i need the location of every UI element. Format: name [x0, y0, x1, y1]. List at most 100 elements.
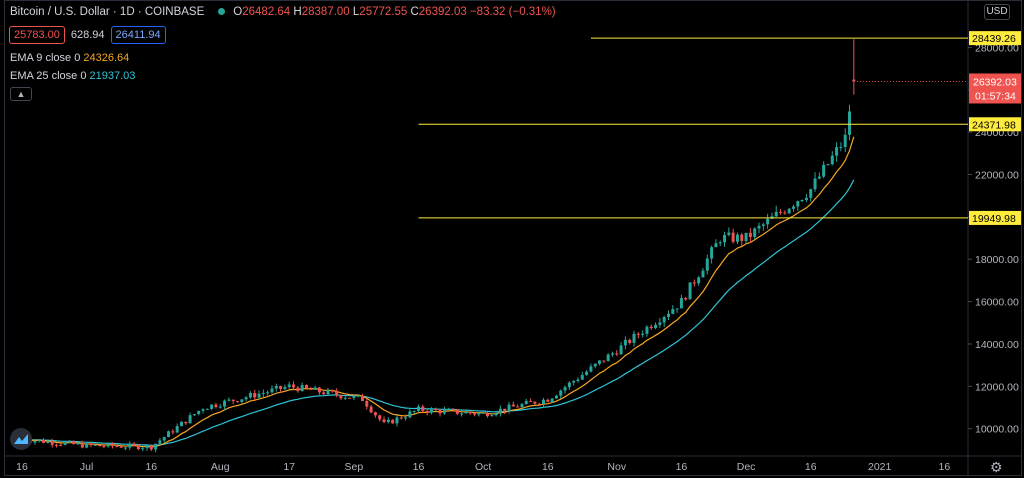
level-price-label: 19949.98 — [972, 213, 1016, 225]
candle-body — [115, 446, 119, 448]
symbol-legend: Bitcoin / U.S. Dollar · 1D · COINBASE O26… — [10, 6, 556, 18]
candle-body — [335, 391, 339, 396]
candle-body — [757, 225, 761, 229]
candle-body — [171, 431, 175, 433]
candle-body — [735, 234, 739, 242]
candle-body — [481, 412, 485, 414]
time-tick-label: 16 — [938, 461, 950, 473]
time-tick-label: Aug — [211, 461, 230, 473]
candle-body — [149, 445, 153, 450]
price-tick-label: 16000.00 — [975, 297, 1019, 309]
candle-body — [240, 399, 244, 402]
ema25-line — [21, 179, 855, 446]
candle-body — [296, 387, 300, 392]
candle-body — [455, 409, 459, 414]
candle-body — [744, 232, 748, 241]
candle-body — [80, 443, 84, 448]
candle-body — [37, 440, 41, 442]
candle-body — [54, 444, 58, 446]
candle-body — [162, 437, 166, 441]
candle-body — [774, 211, 778, 217]
candle-body — [800, 199, 804, 202]
time-tick-label: 16 — [413, 461, 425, 473]
currency-button[interactable]: USD — [984, 4, 1010, 20]
candle-body — [494, 413, 498, 416]
countdown-label: 01:57:34 — [975, 90, 1016, 102]
buy-price-button[interactable]: 26411.94 — [110, 26, 166, 44]
candle-body — [404, 417, 408, 419]
sell-price-button[interactable]: 25783.00 — [9, 26, 65, 44]
candle-body — [662, 316, 666, 323]
candle-body — [123, 447, 127, 449]
candle-body — [537, 403, 541, 405]
candle-body — [261, 392, 265, 394]
candle-body — [835, 147, 839, 156]
candle-body — [667, 313, 670, 317]
tradingview-logo-icon[interactable] — [10, 428, 32, 450]
candle-body — [218, 406, 222, 408]
candle-body — [214, 404, 218, 407]
gear-icon[interactable]: ⚙ — [990, 459, 1003, 475]
candle-body — [378, 415, 382, 420]
candle-body — [111, 443, 115, 447]
level-price-tag — [969, 31, 1021, 46]
candle-body — [658, 322, 662, 325]
candle-body — [511, 404, 515, 407]
candle-body — [503, 408, 507, 412]
candle-body — [192, 414, 196, 416]
candle-body — [645, 326, 649, 334]
symbol-title[interactable]: Bitcoin / U.S. Dollar · 1D · COINBASE — [10, 6, 205, 18]
candle-body — [352, 395, 356, 398]
level-price-tag — [969, 210, 1021, 225]
candle-body — [542, 399, 546, 405]
candle-body — [369, 406, 373, 413]
candle-body — [520, 404, 524, 408]
price-tick-label: 22000.00 — [975, 170, 1019, 182]
candle-body — [498, 408, 502, 414]
candle-body — [188, 415, 192, 424]
candle-body — [464, 411, 468, 414]
candle-body — [649, 326, 653, 329]
candle-body — [817, 176, 821, 179]
time-tick-label: 16 — [145, 461, 157, 473]
level-price-tag — [969, 117, 1021, 132]
candle-body — [529, 400, 533, 402]
time-tick-label: 16 — [805, 461, 817, 473]
candle-body — [231, 399, 235, 402]
candle-body — [50, 441, 54, 445]
candle-body — [408, 411, 412, 418]
candle-body — [809, 189, 813, 198]
candle-body — [154, 443, 158, 450]
candle-body — [524, 400, 528, 405]
candle-body — [813, 178, 817, 190]
candle-body — [184, 421, 188, 424]
candle-body — [343, 397, 347, 399]
candle-body — [236, 401, 239, 403]
time-tick-label: 16 — [676, 461, 688, 473]
candle-body — [783, 212, 787, 214]
candle-body — [59, 444, 63, 446]
candle-body — [485, 412, 489, 417]
candle-body — [473, 413, 477, 415]
candle-body — [705, 258, 709, 271]
candle-body — [697, 277, 701, 284]
ema25-legend[interactable]: EMA 25 close 0 21937.03 — [10, 70, 135, 82]
ema9-label: EMA 9 close 0 — [10, 52, 81, 64]
level-price-label: 24371.98 — [972, 119, 1016, 131]
candle-body — [106, 443, 110, 447]
candle-body — [67, 441, 71, 443]
candle-body — [98, 444, 102, 447]
candle-body — [348, 397, 352, 399]
time-tick-label: Sep — [345, 461, 364, 473]
ema9-line — [21, 136, 855, 448]
bid-ask-row: 25783.00 628.94 26411.94 — [9, 26, 166, 44]
chevron-up-icon[interactable]: ▲ — [10, 87, 32, 101]
candle-body — [339, 395, 343, 399]
candle-body — [326, 390, 330, 395]
candle-body — [477, 413, 481, 415]
candle-body — [701, 270, 705, 278]
candle-body — [279, 385, 283, 389]
candle-body — [615, 353, 619, 355]
ema9-legend[interactable]: EMA 9 close 0 24326.64 — [10, 52, 129, 64]
